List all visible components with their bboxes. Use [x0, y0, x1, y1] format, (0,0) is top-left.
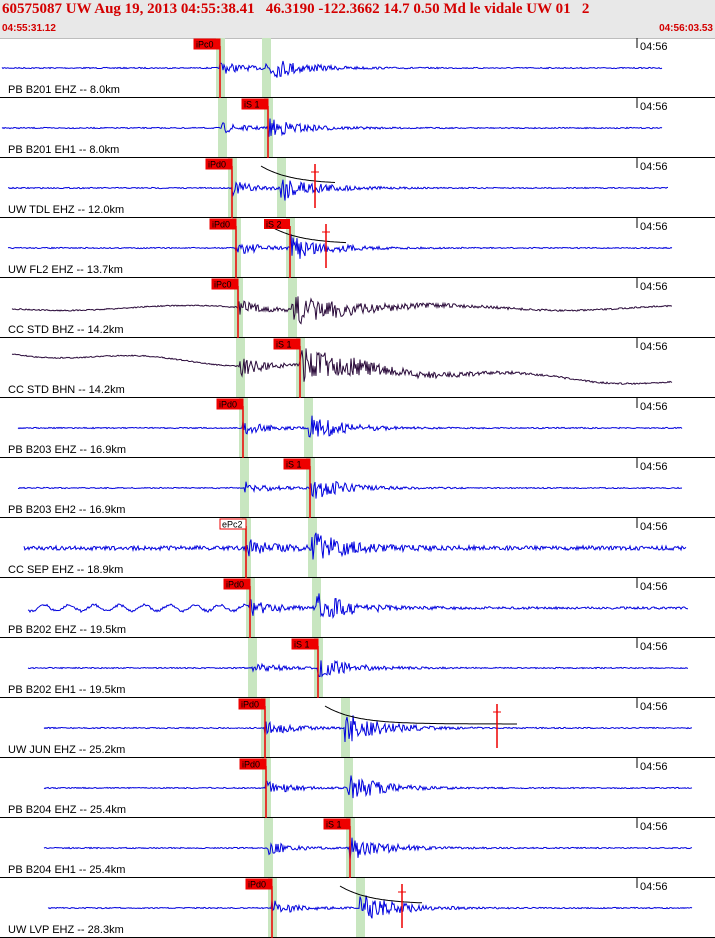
station-label: PB B203 EH2 -- 16.9km: [8, 504, 125, 516]
pick-label: iS 1: [286, 460, 302, 470]
station-label: UW TDL EHZ -- 12.0km: [8, 204, 124, 216]
minute-label: 04:56: [640, 461, 668, 473]
pick-flag[interactable]: [219, 518, 247, 530]
station-label: CC STD BHN -- 14.2km: [8, 384, 125, 396]
minute-label: 04:56: [640, 641, 668, 653]
station-label: PB B201 EH1 -- 8.0km: [8, 144, 119, 156]
coda-duration-curve: [260, 165, 336, 183]
minute-label: 04:56: [640, 341, 668, 353]
station-label: UW LVP EHZ -- 28.3km: [8, 924, 124, 936]
pick-flag[interactable]: [273, 338, 301, 350]
station-label: UW JUN EHZ -- 25.2km: [8, 744, 125, 756]
waveform-trace: [1, 118, 663, 137]
pick-flag[interactable]: [205, 158, 233, 170]
station-label: PB B203 EHZ -- 16.9km: [8, 444, 126, 456]
minute-label: 04:56: [640, 401, 668, 413]
minute-label: 04:56: [640, 581, 668, 593]
waveform-trace: [17, 480, 683, 499]
pick-flag[interactable]: [223, 578, 251, 590]
s-window-band: [288, 278, 297, 338]
s-window-band: [312, 578, 321, 638]
pick-label: iS 2: [266, 220, 282, 230]
s-window-band: [262, 38, 271, 98]
waveform-trace: [11, 348, 673, 385]
station-label: UW FL2 EHZ -- 13.7km: [8, 264, 123, 276]
waveform-trace: [11, 296, 672, 325]
pick-label: iS 1: [244, 100, 260, 110]
pick-flag[interactable]: [323, 818, 351, 830]
minute-label: 04:56: [640, 821, 668, 833]
pick-label: iS 1: [276, 340, 292, 350]
waveform-trace: [27, 593, 688, 619]
s-window-band: [356, 878, 365, 938]
coda-duration-curve: [269, 225, 347, 244]
coda-duration-curve: [339, 885, 423, 904]
minute-label: 04:56: [640, 761, 668, 773]
pick-label: iPd0: [219, 400, 237, 410]
station-label: PB B202 EHZ -- 19.5km: [8, 624, 126, 636]
pick-label: iPd0: [242, 760, 260, 770]
minute-label: 04:56: [640, 701, 668, 713]
pick-label: iPc0: [196, 40, 214, 50]
pick-flag[interactable]: [211, 278, 239, 290]
pick-flag[interactable]: [216, 398, 244, 410]
pick-flag[interactable]: [238, 698, 266, 710]
waveform-trace: [43, 837, 693, 860]
minute-label: 04:56: [640, 41, 668, 53]
window-start-time: 04:55:31.12: [2, 23, 56, 34]
minute-label: 04:56: [640, 521, 668, 533]
waveform-trace: [47, 895, 693, 919]
pick-label: iS 1: [326, 820, 342, 830]
station-label: CC STD BHZ -- 14.2km: [8, 324, 124, 336]
minute-label: 04:56: [640, 161, 668, 173]
pick-flag[interactable]: [245, 878, 273, 890]
waveform-trace: [17, 415, 683, 438]
pick-label: iPd0: [248, 880, 266, 890]
station-label: PB B202 EH1 -- 19.5km: [8, 684, 125, 696]
waveform-trace: [23, 532, 687, 560]
minute-label: 04:56: [640, 281, 668, 293]
event-header: 60575087 UW Aug 19, 2013 04:55:38.41 46.…: [0, 0, 715, 39]
minute-label: 04:56: [640, 101, 668, 113]
p-window-band: [264, 818, 273, 878]
minute-label: 04:56: [640, 221, 668, 233]
coda-duration-curve: [324, 705, 517, 725]
waveform-trace: [1, 60, 663, 78]
pick-flag[interactable]: [283, 458, 311, 470]
minute-label: 04:56: [640, 881, 668, 893]
pick-flag[interactable]: [241, 98, 269, 110]
pick-label: iPd0: [226, 580, 244, 590]
station-label: PB B201 EHZ -- 8.0km: [8, 84, 120, 96]
waveform-trace: [7, 234, 673, 259]
seismogram-panel[interactable]: 04:56 iPc0 PB B201 EHZ -- 8.0km 04:56 iS 1 PB…: [0, 38, 715, 938]
pick-flag[interactable]: [239, 758, 267, 770]
pick-label: iPd0: [208, 160, 226, 170]
pick-flag[interactable]: [264, 219, 290, 229]
pick-label: iPd0: [212, 220, 230, 230]
station-label: PB B204 EH1 -- 25.4km: [8, 864, 125, 876]
pick-label: iPd0: [241, 700, 259, 710]
p-window-band: [218, 98, 227, 158]
waveform-trace: [8, 179, 669, 201]
s-window-band: [304, 398, 313, 458]
pick-flag[interactable]: [209, 218, 237, 230]
pick-label: iS 1: [294, 640, 310, 650]
window-end-time: 04:56:03.53: [659, 23, 713, 34]
s-window-band: [344, 758, 353, 818]
pick-label: ePc2: [222, 520, 243, 530]
event-title: 60575087 UW Aug 19, 2013 04:55:38.41 46.…: [2, 1, 590, 17]
station-label: PB B204 EHZ -- 25.4km: [8, 804, 126, 816]
pick-flag[interactable]: [291, 638, 319, 650]
waveform-trace: [27, 659, 688, 678]
waveform-trace: [43, 775, 693, 799]
station-label: CC SEP EHZ -- 18.9km: [8, 564, 123, 576]
pick-flag[interactable]: [193, 38, 221, 50]
waveform-trace: [43, 715, 692, 743]
pick-label: iPc0: [214, 280, 232, 290]
